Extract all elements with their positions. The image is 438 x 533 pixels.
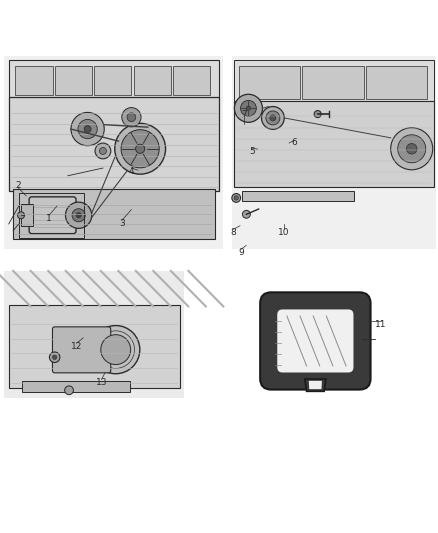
Circle shape <box>49 352 60 362</box>
Circle shape <box>99 148 106 155</box>
Bar <box>134 66 171 95</box>
Bar <box>94 66 131 95</box>
Text: 10: 10 <box>278 228 290 237</box>
Circle shape <box>115 123 166 174</box>
Circle shape <box>18 212 25 219</box>
Bar <box>234 60 434 102</box>
Text: 12: 12 <box>71 342 82 351</box>
Text: 7: 7 <box>241 110 247 118</box>
FancyBboxPatch shape <box>260 292 371 390</box>
FancyBboxPatch shape <box>29 197 76 233</box>
Bar <box>234 101 434 187</box>
Text: 4: 4 <box>129 166 134 175</box>
Text: 13: 13 <box>96 378 107 387</box>
Bar <box>9 60 219 99</box>
Circle shape <box>406 143 417 154</box>
Circle shape <box>234 196 238 200</box>
Circle shape <box>261 107 284 130</box>
Circle shape <box>53 355 57 359</box>
Circle shape <box>111 345 120 354</box>
Text: 1: 1 <box>46 214 52 223</box>
Circle shape <box>246 106 251 110</box>
Circle shape <box>95 143 111 159</box>
Circle shape <box>243 211 251 218</box>
Circle shape <box>72 209 85 222</box>
Polygon shape <box>305 379 326 391</box>
Circle shape <box>65 386 74 394</box>
Circle shape <box>71 112 104 146</box>
Polygon shape <box>309 381 322 389</box>
Bar <box>22 381 130 392</box>
Circle shape <box>76 213 81 218</box>
Circle shape <box>234 94 262 122</box>
Text: 2: 2 <box>16 181 21 190</box>
Circle shape <box>122 108 141 127</box>
Bar <box>9 305 180 387</box>
Bar <box>232 56 436 249</box>
Text: 8: 8 <box>230 228 237 237</box>
Circle shape <box>266 111 280 125</box>
Text: 6: 6 <box>291 139 297 148</box>
Circle shape <box>240 100 256 116</box>
Circle shape <box>92 326 140 374</box>
Bar <box>366 66 427 99</box>
Bar <box>4 271 184 398</box>
Text: 9: 9 <box>238 248 244 257</box>
Bar <box>4 56 223 249</box>
Bar <box>55 66 92 95</box>
Bar <box>242 191 354 201</box>
Circle shape <box>270 115 276 121</box>
Text: 3: 3 <box>119 219 125 228</box>
Circle shape <box>65 202 92 229</box>
Text: 5: 5 <box>249 147 255 156</box>
Circle shape <box>78 119 97 139</box>
FancyBboxPatch shape <box>277 310 353 373</box>
Circle shape <box>127 113 136 122</box>
Circle shape <box>136 144 145 154</box>
FancyBboxPatch shape <box>53 327 111 373</box>
Circle shape <box>314 110 321 118</box>
Circle shape <box>398 135 426 163</box>
Circle shape <box>232 193 240 203</box>
Circle shape <box>121 130 159 168</box>
Bar <box>302 66 364 99</box>
Bar <box>9 96 219 191</box>
Bar <box>21 204 33 226</box>
Circle shape <box>101 335 131 365</box>
Bar <box>173 66 210 95</box>
Text: 11: 11 <box>375 320 387 329</box>
Circle shape <box>84 126 91 133</box>
Bar <box>15 66 53 95</box>
Bar <box>239 66 300 99</box>
Circle shape <box>391 128 433 170</box>
Bar <box>18 193 84 238</box>
Bar <box>13 189 215 239</box>
